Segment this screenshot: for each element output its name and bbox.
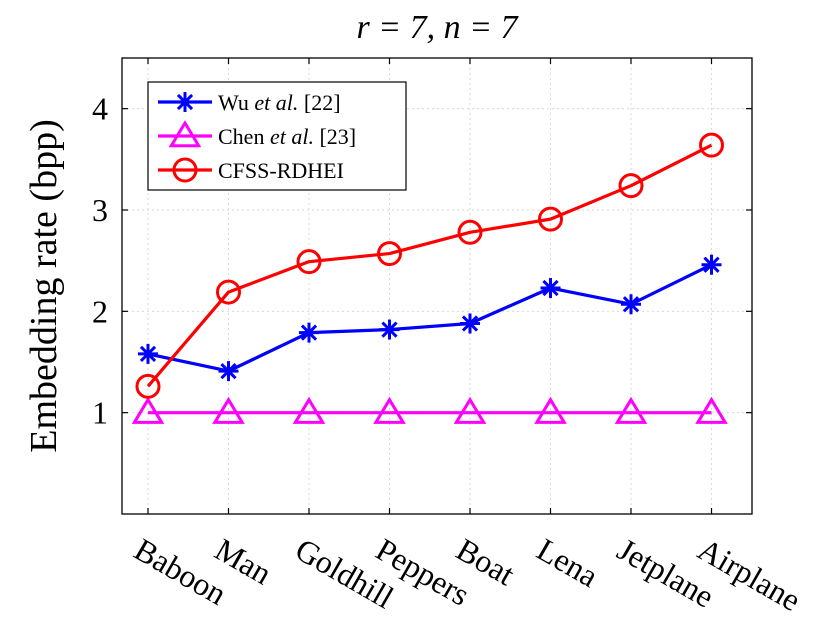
data-point-1-3 — [373, 396, 406, 424]
legend-label-0: Wu et al. [22] — [218, 90, 341, 115]
data-point-2-0 — [135, 373, 161, 399]
legend: Wu et al. [22] Chen et al. [23] CFSS-RDHEI — [147, 81, 407, 191]
series-group — [131, 132, 728, 424]
series-line-0 — [147, 263, 713, 373]
legend-label-2: CFSS-RDHEI — [218, 158, 344, 183]
y-axis-ticks: 1 2 3 4 — [92, 91, 752, 431]
y-axis-label: Embedding rate (bpp) — [23, 119, 65, 452]
data-point-0-7 — [701, 254, 722, 275]
data-point-2-1 — [216, 279, 241, 305]
data-point-1-0 — [131, 396, 165, 424]
data-point-2-6 — [618, 173, 644, 199]
series-1 — [131, 396, 728, 424]
chart-title: r = 7, n = 7 — [356, 9, 519, 46]
data-point-0-4 — [460, 313, 480, 334]
series-2 — [135, 132, 724, 399]
data-point-2-5 — [538, 206, 563, 232]
y-tick-label-0: 1 — [92, 395, 108, 431]
plot-area-frame — [121, 57, 753, 515]
data-point-1-4 — [453, 396, 487, 424]
legend-entry-1: Chen et al. [23] — [158, 120, 356, 149]
legend-marker-1 — [168, 120, 202, 148]
data-point-2-7 — [699, 132, 724, 158]
data-point-1-6 — [614, 396, 648, 424]
data-point-0-2 — [299, 322, 319, 343]
legend-entry-0: Wu et al. [22] — [158, 90, 341, 115]
x-tick-label-0: Baboon — [129, 531, 233, 612]
legend-label-1: Chen et al. [23] — [218, 124, 356, 149]
x-tick-label-5: Lena — [531, 531, 604, 594]
data-point-2-4 — [457, 219, 483, 245]
data-point-1-1 — [212, 396, 245, 424]
data-point-1-5 — [534, 396, 567, 424]
y-tick-label-2: 3 — [92, 192, 108, 228]
data-point-2-3 — [377, 241, 402, 267]
legend-entry-2: CFSS-RDHEI — [158, 157, 344, 183]
data-point-0-6 — [621, 294, 641, 315]
y-tick-label-3: 4 — [92, 91, 108, 127]
series-line-2 — [146, 143, 713, 388]
data-point-0-1 — [218, 361, 239, 382]
legend-marker-0 — [175, 92, 195, 112]
data-point-2-2 — [296, 249, 322, 275]
series-0 — [138, 254, 722, 382]
data-point-1-7 — [695, 396, 728, 424]
data-point-1-2 — [292, 396, 326, 424]
legend-marker-2 — [172, 157, 198, 183]
x-tick-label-7: Airplane — [692, 531, 807, 618]
data-point-0-5 — [540, 278, 561, 299]
data-point-0-3 — [379, 319, 400, 340]
data-point-0-0 — [138, 343, 158, 364]
y-tick-label-1: 2 — [92, 293, 108, 329]
